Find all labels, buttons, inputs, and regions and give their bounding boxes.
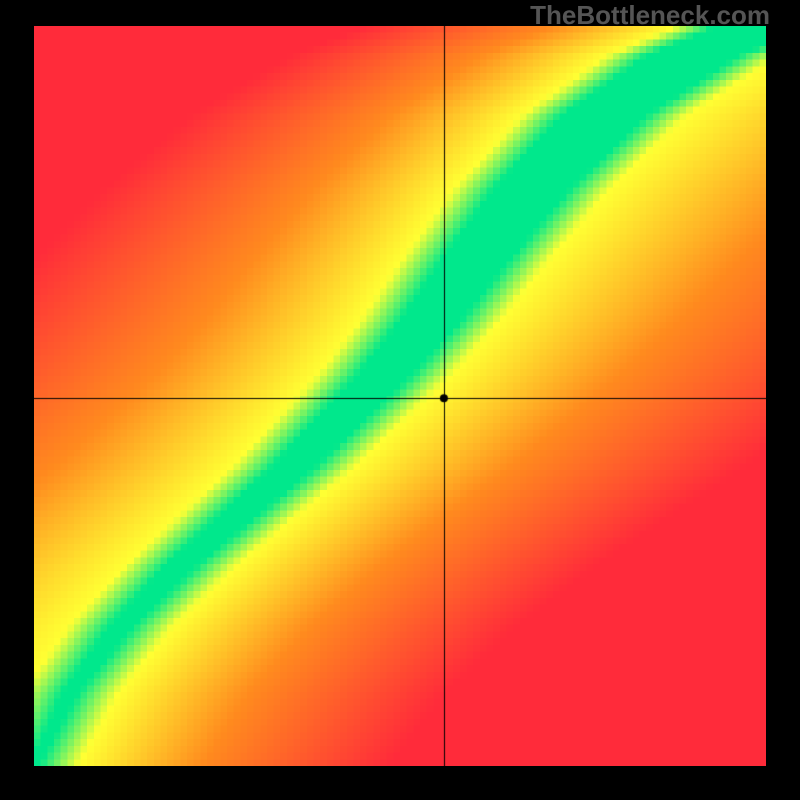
chart-container: TheBottleneck.com xyxy=(0,0,800,800)
crosshair-overlay xyxy=(34,26,766,766)
